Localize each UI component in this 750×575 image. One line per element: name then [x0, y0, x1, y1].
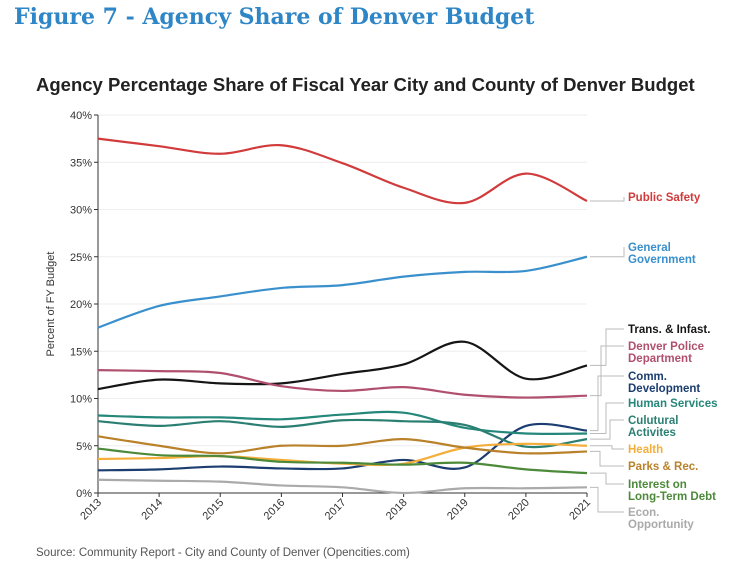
x-tick-label: 2020: [506, 497, 532, 523]
y-tick-label: 5%: [76, 441, 92, 453]
leader-line: [590, 375, 624, 432]
y-tick-label: 15%: [70, 346, 92, 358]
leader-line: [590, 247, 625, 258]
x-tick-label: 2013: [78, 497, 104, 523]
series-line-5: [97, 410, 588, 435]
series-label: General Government: [628, 242, 696, 266]
leader-line: [590, 472, 624, 485]
leader-line: [590, 450, 624, 467]
x-tick-label: 2021: [567, 497, 593, 523]
series-label: Parks & Rec.: [628, 461, 698, 473]
x-tick-label: 2019: [445, 497, 471, 523]
y-tick-label: 35%: [70, 157, 92, 169]
y-axis-label: Percent of FY Budget: [45, 252, 57, 357]
y-tick-label: 40%: [70, 110, 92, 122]
y-tick-label: 30%: [70, 205, 92, 217]
y-tick-label: 25%: [70, 252, 92, 264]
leader-line: [590, 445, 624, 450]
series-label: Trans. & Infast.: [628, 324, 710, 336]
leader-line: [590, 402, 624, 434]
series-label: Interest on Long-Term Debt: [628, 479, 716, 503]
x-tick-label: 2014: [139, 497, 165, 523]
y-tick-label: 0%: [76, 488, 92, 500]
series-label: Denver Police Department: [628, 341, 704, 365]
series-label: Health: [628, 444, 663, 456]
x-tick-label: 2018: [384, 497, 410, 523]
figure-title: Figure 7 - Agency Share of Denver Budget: [14, 4, 535, 30]
leader-line: [590, 345, 624, 397]
x-tick-label: 2016: [262, 497, 288, 523]
series-line-0: [97, 137, 588, 205]
series-line-2: [97, 340, 588, 391]
y-tick-label: 20%: [70, 299, 92, 311]
chart-title: Agency Percentage Share of Fiscal Year C…: [36, 74, 695, 95]
x-tick-label: 2015: [201, 497, 227, 523]
leader-line: [590, 197, 625, 202]
series-line-10: [97, 478, 588, 495]
series-label: Comm. Development: [628, 371, 700, 395]
series-label: Human Services: [628, 398, 718, 410]
leader-line: [590, 486, 624, 513]
leader-line: [590, 419, 624, 440]
y-tick-label: 10%: [70, 394, 92, 406]
series-label: Econ. Opportunity: [628, 507, 694, 531]
series-label: Culutural Activites: [628, 415, 678, 439]
series-line-1: [97, 255, 588, 329]
series-label: Public Safety: [628, 192, 701, 204]
x-tick-label: 2017: [323, 497, 349, 523]
leader-line: [590, 328, 624, 366]
source-note: Source: Community Report - City and Coun…: [36, 547, 410, 559]
